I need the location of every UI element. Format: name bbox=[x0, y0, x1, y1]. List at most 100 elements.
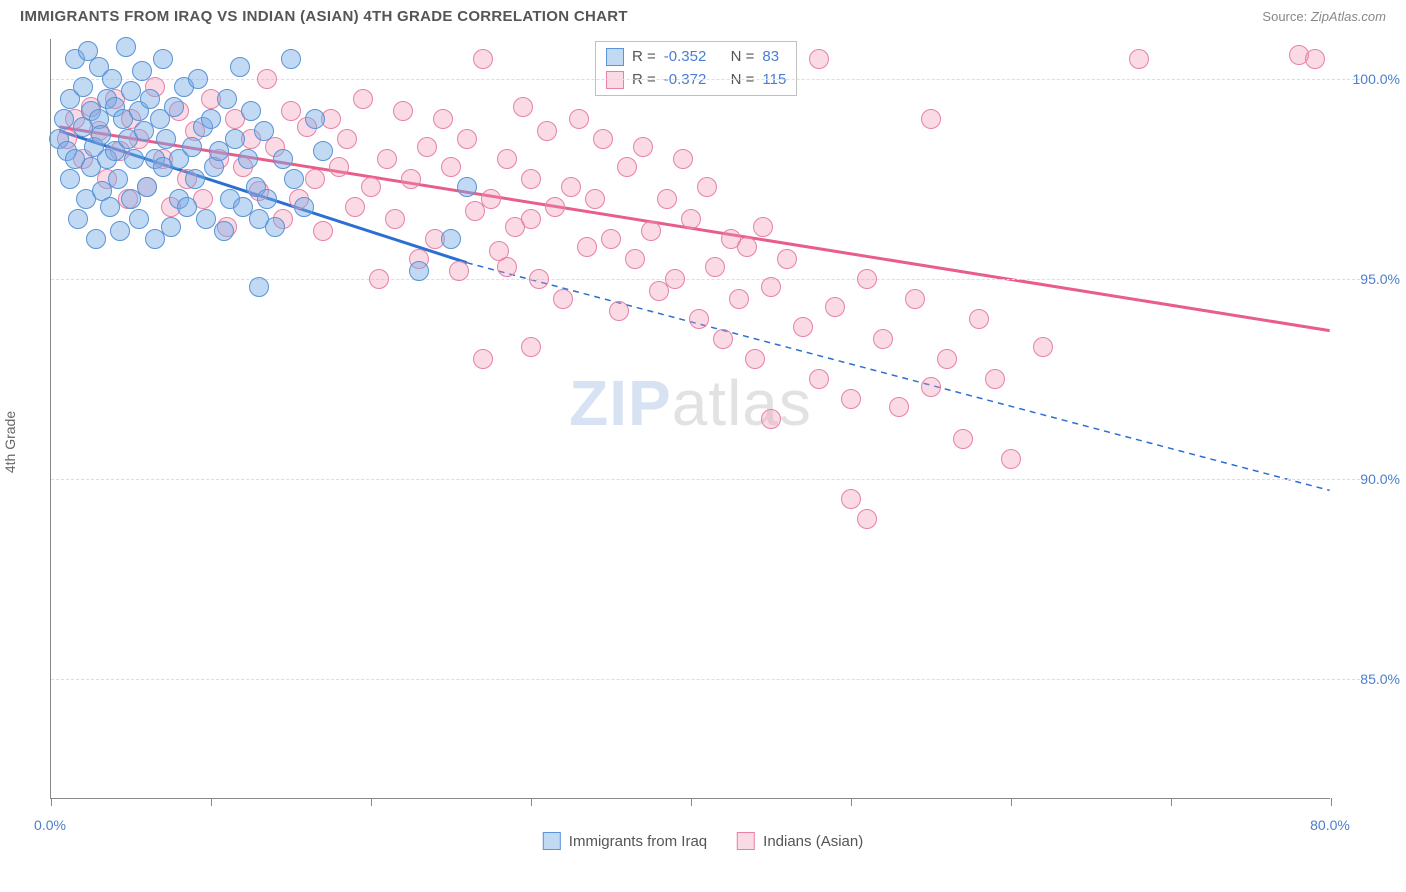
data-point-pink bbox=[521, 209, 541, 229]
data-point-pink bbox=[793, 317, 813, 337]
data-point-pink bbox=[337, 129, 357, 149]
chart-title: IMMIGRANTS FROM IRAQ VS INDIAN (ASIAN) 4… bbox=[20, 8, 628, 25]
gridline-h bbox=[51, 479, 1360, 480]
y-axis-label: 4th Grade bbox=[2, 410, 18, 472]
data-point-blue bbox=[441, 229, 461, 249]
source-value: ZipAtlas.com bbox=[1311, 9, 1386, 24]
x-tick bbox=[1331, 798, 1332, 806]
data-point-blue bbox=[201, 109, 221, 129]
data-point-pink bbox=[521, 337, 541, 357]
data-point-blue bbox=[129, 209, 149, 229]
n-value-blue: 83 bbox=[762, 46, 779, 69]
data-point-blue bbox=[108, 169, 128, 189]
data-point-pink bbox=[729, 289, 749, 309]
swatch-pink bbox=[737, 832, 755, 850]
data-point-blue bbox=[265, 217, 285, 237]
gridline-h bbox=[51, 279, 1360, 280]
x-tick bbox=[211, 798, 212, 806]
x-tick bbox=[531, 798, 532, 806]
data-point-pink bbox=[369, 269, 389, 289]
x-tick bbox=[1011, 798, 1012, 806]
data-point-blue bbox=[156, 129, 176, 149]
n-label: N = bbox=[731, 46, 755, 69]
data-point-pink bbox=[705, 257, 725, 277]
data-point-blue bbox=[225, 129, 245, 149]
data-point-pink bbox=[617, 157, 637, 177]
y-tick-label: 95.0% bbox=[1360, 271, 1400, 287]
data-point-blue bbox=[60, 169, 80, 189]
watermark-zip: ZIP bbox=[569, 367, 672, 439]
data-point-pink bbox=[345, 197, 365, 217]
data-point-blue bbox=[217, 89, 237, 109]
data-point-blue bbox=[284, 169, 304, 189]
data-point-pink bbox=[713, 329, 733, 349]
legend-label-blue: Immigrants from Iraq bbox=[569, 833, 707, 850]
data-point-pink bbox=[1033, 337, 1053, 357]
data-point-pink bbox=[513, 97, 533, 117]
data-point-blue bbox=[73, 77, 93, 97]
data-point-blue bbox=[161, 217, 181, 237]
data-point-pink bbox=[545, 197, 565, 217]
data-point-pink bbox=[825, 297, 845, 317]
data-point-pink bbox=[1305, 49, 1325, 69]
data-point-pink bbox=[609, 301, 629, 321]
data-point-pink bbox=[689, 309, 709, 329]
data-point-pink bbox=[585, 189, 605, 209]
data-point-pink bbox=[569, 109, 589, 129]
data-point-blue bbox=[153, 49, 173, 69]
y-tick-label: 85.0% bbox=[1360, 671, 1400, 687]
data-point-blue bbox=[164, 97, 184, 117]
data-point-pink bbox=[553, 289, 573, 309]
data-point-pink bbox=[497, 149, 517, 169]
data-point-pink bbox=[537, 121, 557, 141]
x-tick bbox=[1171, 798, 1172, 806]
data-point-pink bbox=[753, 217, 773, 237]
data-point-pink bbox=[937, 349, 957, 369]
data-point-pink bbox=[625, 249, 645, 269]
data-point-pink bbox=[889, 397, 909, 417]
data-point-pink bbox=[481, 189, 501, 209]
data-point-pink bbox=[633, 137, 653, 157]
data-point-blue bbox=[116, 37, 136, 57]
data-point-blue bbox=[185, 169, 205, 189]
x-tick-label: 0.0% bbox=[34, 817, 66, 833]
trend-line bbox=[467, 263, 1330, 491]
data-point-pink bbox=[385, 209, 405, 229]
data-point-pink bbox=[985, 369, 1005, 389]
data-point-pink bbox=[281, 101, 301, 121]
data-point-blue bbox=[121, 81, 141, 101]
data-point-pink bbox=[601, 229, 621, 249]
data-point-blue bbox=[140, 89, 160, 109]
data-point-pink bbox=[577, 237, 597, 257]
data-point-pink bbox=[473, 49, 493, 69]
gridline-h bbox=[51, 79, 1360, 80]
x-tick-label: 80.0% bbox=[1310, 817, 1350, 833]
data-point-pink bbox=[697, 177, 717, 197]
data-point-blue bbox=[238, 149, 258, 169]
x-tick bbox=[851, 798, 852, 806]
data-point-pink bbox=[361, 177, 381, 197]
data-point-blue bbox=[132, 61, 152, 81]
data-point-pink bbox=[761, 277, 781, 297]
stats-legend-box: R = -0.352 N = 83 R = -0.372 N = 115 bbox=[595, 41, 797, 96]
data-point-pink bbox=[497, 257, 517, 277]
data-point-pink bbox=[657, 189, 677, 209]
data-point-pink bbox=[377, 149, 397, 169]
data-point-blue bbox=[257, 189, 277, 209]
data-point-pink bbox=[761, 409, 781, 429]
data-point-pink bbox=[641, 221, 661, 241]
data-point-pink bbox=[1129, 49, 1149, 69]
data-point-blue bbox=[137, 177, 157, 197]
data-point-blue bbox=[241, 101, 261, 121]
data-point-pink bbox=[969, 309, 989, 329]
data-point-pink bbox=[745, 349, 765, 369]
data-point-blue bbox=[294, 197, 314, 217]
data-point-pink bbox=[809, 49, 829, 69]
data-point-pink bbox=[873, 329, 893, 349]
data-point-pink bbox=[665, 269, 685, 289]
data-point-pink bbox=[857, 269, 877, 289]
data-point-blue bbox=[102, 69, 122, 89]
data-point-pink bbox=[401, 169, 421, 189]
data-point-blue bbox=[214, 221, 234, 241]
data-point-blue bbox=[313, 141, 333, 161]
